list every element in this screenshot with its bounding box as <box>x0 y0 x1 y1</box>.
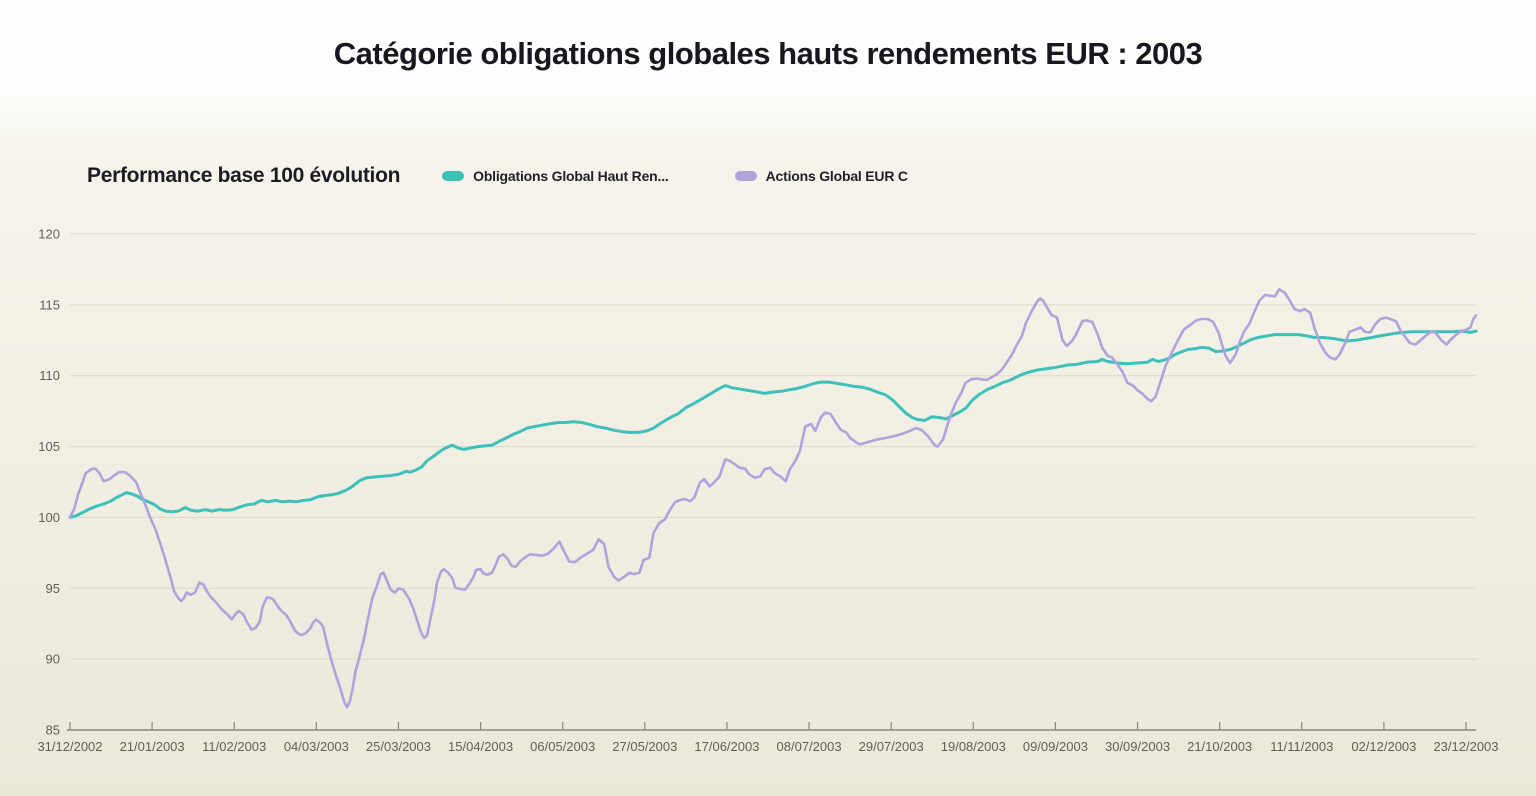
x-axis-label-7: 27/05/2003 <box>612 739 677 754</box>
x-axis-label-15: 11/11/2003 <box>1270 739 1333 754</box>
y-axis-label-115: 115 <box>39 297 60 312</box>
x-axis-label-14: 21/10/2003 <box>1187 739 1252 754</box>
x-axis-label-11: 19/08/2003 <box>941 739 1006 754</box>
obligations-swatch-icon <box>442 171 465 181</box>
chart-legend: Obligations Global Haut Ren... Actions G… <box>442 168 974 184</box>
legend-item-obligations[interactable]: Obligations Global Haut Ren... <box>442 168 669 184</box>
series-line-actions <box>68 287 1478 709</box>
x-axis-label-1: 21/01/2003 <box>120 739 185 754</box>
y-axis-label-120: 120 <box>38 227 60 242</box>
x-axis-label-17: 23/12/2003 <box>1433 739 1498 754</box>
page-title: Catégorie obligations globales hauts ren… <box>333 36 1203 71</box>
y-axis-label-95: 95 <box>46 581 60 596</box>
x-axis-label-9: 08/07/2003 <box>777 739 842 754</box>
x-axis-label-13: 30/09/2003 <box>1105 739 1170 754</box>
series-line-obligations <box>68 329 1478 519</box>
legend-label-obligations: Obligations Global Haut Ren... <box>473 168 669 184</box>
x-axis-label-16: 02/12/2003 <box>1351 739 1416 754</box>
x-axis-label-6: 06/05/2003 <box>530 739 595 754</box>
x-axis-label-5: 15/04/2003 <box>448 739 513 754</box>
chart-subtitle: Performance base 100 évolution <box>87 164 401 187</box>
y-axis-label-85: 85 <box>46 723 60 738</box>
y-axis-label-105: 105 <box>38 439 60 454</box>
actions-swatch-icon <box>734 171 757 181</box>
chart-header: Performance base 100 évolution Obligatio… <box>87 160 974 192</box>
x-axis-label-10: 29/07/2003 <box>859 739 924 754</box>
y-axis-label-110: 110 <box>39 368 60 383</box>
legend-item-actions[interactable]: Actions Global EUR C <box>734 168 908 184</box>
x-axis-label-4: 25/03/2003 <box>366 739 431 754</box>
x-axis-label-2: 11/02/2003 <box>202 739 266 754</box>
x-axis-label-3: 04/03/2003 <box>284 739 349 754</box>
y-axis-label-90: 90 <box>46 652 60 667</box>
x-axis-label-0: 31/12/2002 <box>37 739 102 754</box>
x-axis-label-12: 09/09/2003 <box>1023 739 1088 754</box>
x-axis-label-8: 17/06/2003 <box>694 739 759 754</box>
y-axis-label-100: 100 <box>38 510 60 525</box>
legend-label-actions: Actions Global EUR C <box>765 168 908 184</box>
